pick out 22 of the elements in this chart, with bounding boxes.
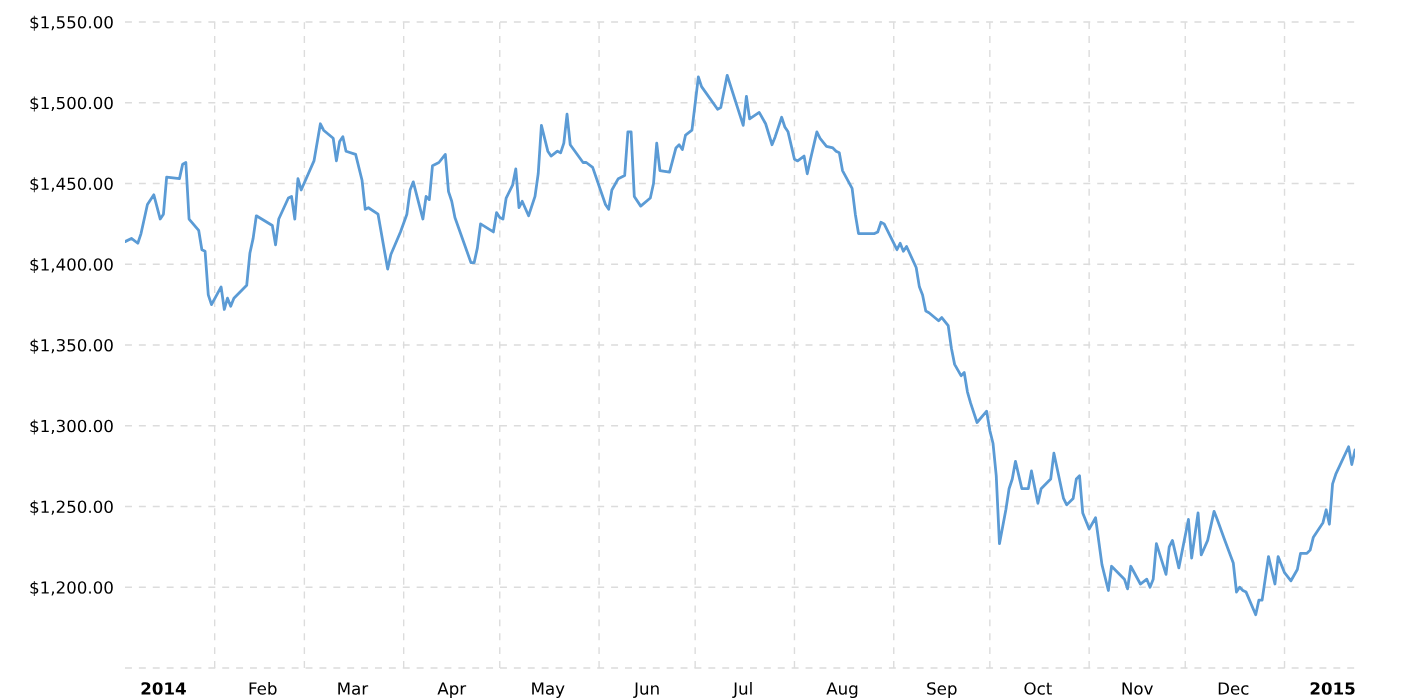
x-tick-label: May (532, 682, 565, 699)
x-tick-label: Dec (1218, 682, 1249, 695)
line-series (125, 73, 1355, 617)
x-tick-label: Jun (633, 682, 659, 698)
y-tick-label: $1,300.00 (30, 419, 113, 435)
x-tick-label: Oct (1024, 682, 1052, 695)
x-tick-label: 2014 (141, 682, 186, 695)
y-tick-label: $1,500.00 (30, 96, 113, 112)
y-tick-label: $1,550.00 (30, 15, 113, 31)
x-tick-label: Sep (927, 682, 957, 699)
y-tick-label: $1,350.00 (30, 338, 113, 354)
y-tick-label: $1,250.00 (30, 500, 113, 516)
x-tick-label: Feb (249, 681, 277, 695)
y-tick-label: $1,400.00 (30, 257, 113, 274)
x-tick-label: Apr (437, 682, 467, 699)
x-tick-label: Jul (732, 681, 752, 698)
x-tick-label: Mar (338, 682, 369, 695)
x-tick-label: Nov (1122, 682, 1153, 695)
x-tick-label: 2015 (1310, 682, 1355, 695)
y-tick-label: $1,200.00 (30, 580, 113, 597)
x-tick-label: Aug (826, 682, 858, 699)
y-tick-label: $1,450.00 (30, 177, 113, 193)
